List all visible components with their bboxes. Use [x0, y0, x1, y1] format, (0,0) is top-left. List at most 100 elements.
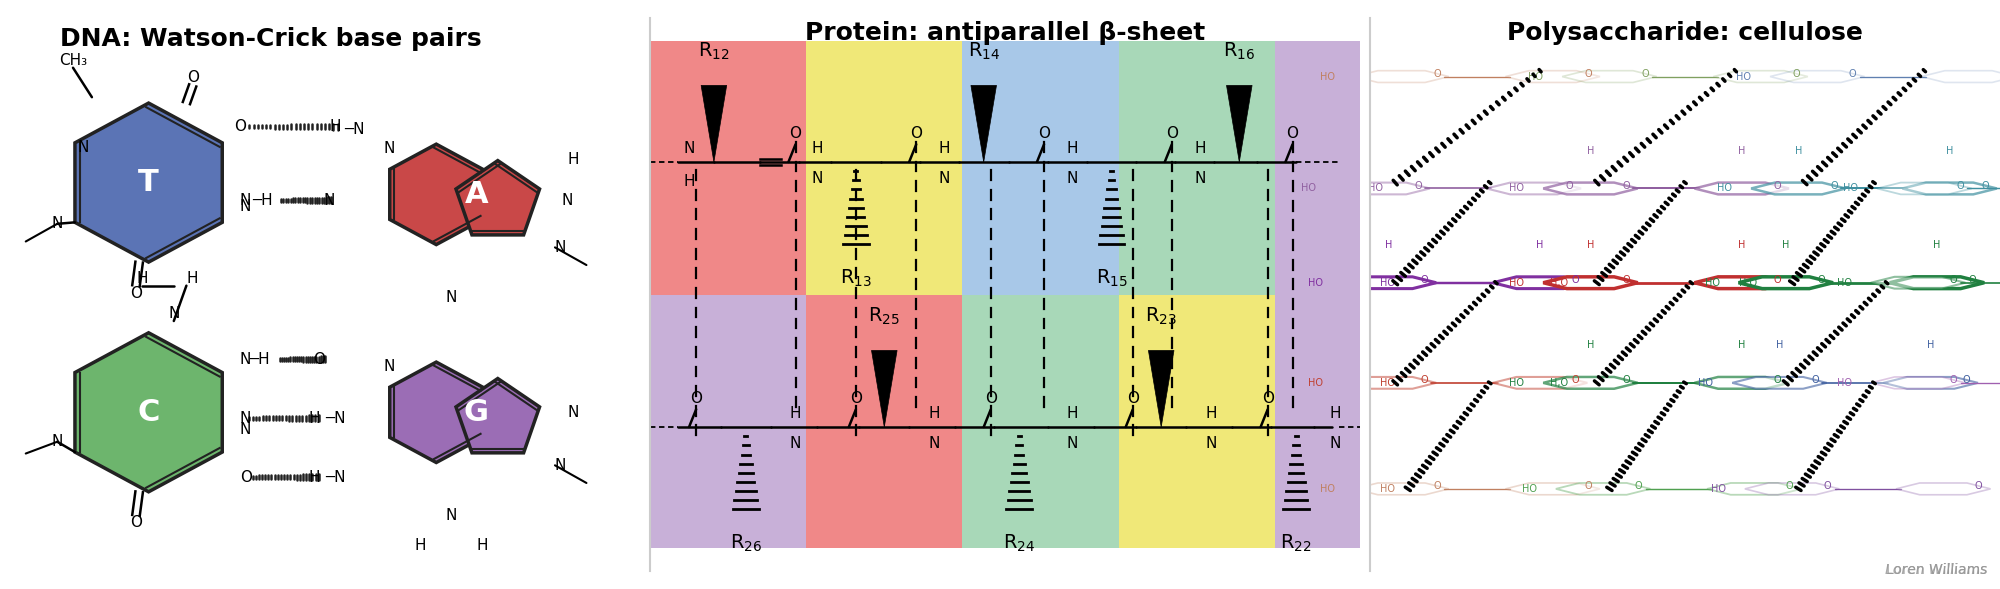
Text: HO: HO	[1302, 184, 1316, 193]
Bar	[650, 294, 806, 548]
Text: O: O	[240, 469, 252, 485]
Text: HO: HO	[1380, 278, 1396, 287]
Text: DNA: Watson-Crick base pairs: DNA: Watson-Crick base pairs	[60, 27, 482, 51]
Text: HO: HO	[1380, 378, 1396, 388]
Text: HO: HO	[1320, 484, 1336, 494]
Polygon shape	[1752, 183, 1846, 194]
Text: H: H	[1928, 340, 1934, 350]
Text: O: O	[1434, 481, 1440, 491]
Text: O: O	[1420, 275, 1428, 284]
Text: O: O	[1974, 481, 1982, 491]
Text: N: N	[52, 434, 62, 449]
Text: R$_{24}$: R$_{24}$	[1004, 533, 1036, 554]
Text: N: N	[240, 422, 252, 438]
Text: N: N	[684, 141, 694, 156]
Text: H: H	[1776, 340, 1784, 350]
Polygon shape	[1770, 71, 1864, 82]
Text: H: H	[414, 538, 426, 552]
Text: O: O	[1786, 481, 1794, 491]
Text: R$_{12}$: R$_{12}$	[698, 41, 730, 62]
Text: R$_{23}$: R$_{23}$	[1146, 306, 1178, 327]
Text: N: N	[1330, 436, 1340, 451]
Polygon shape	[1226, 85, 1252, 162]
Text: H: H	[1066, 141, 1078, 156]
Polygon shape	[1878, 183, 1972, 194]
Text: N: N	[1194, 171, 1206, 186]
Text: H: H	[812, 141, 822, 156]
Text: HO: HO	[1710, 484, 1726, 494]
Text: HO: HO	[1320, 72, 1336, 81]
Polygon shape	[456, 161, 540, 235]
Text: O: O	[1572, 375, 1580, 385]
Text: HO: HO	[1380, 484, 1396, 494]
Text: R$_{15}$: R$_{15}$	[1096, 268, 1128, 289]
Polygon shape	[1354, 71, 1448, 82]
Text: HO: HO	[1368, 184, 1382, 193]
Text: N: N	[78, 140, 88, 155]
Text: Protein: antiparallel β-sheet: Protein: antiparallel β-sheet	[804, 21, 1206, 45]
Text: O: O	[1792, 69, 1800, 78]
Text: O: O	[1622, 275, 1630, 284]
Text: H: H	[1206, 406, 1216, 421]
Text: O: O	[1622, 375, 1630, 385]
Text: H: H	[330, 119, 340, 134]
Text: HO: HO	[1308, 378, 1322, 388]
Text: N: N	[554, 240, 566, 255]
Text: O: O	[1414, 181, 1422, 190]
Text: Polysaccharide: cellulose: Polysaccharide: cellulose	[1508, 21, 1862, 45]
Text: O: O	[130, 286, 142, 300]
Bar	[962, 41, 1118, 294]
Text: HO: HO	[1510, 184, 1524, 193]
Text: H: H	[790, 406, 802, 421]
Polygon shape	[1870, 377, 1966, 389]
Polygon shape	[1486, 183, 1582, 194]
Text: C: C	[138, 398, 160, 427]
Text: O: O	[1262, 392, 1274, 406]
Text: H: H	[1386, 240, 1392, 250]
Text: N: N	[928, 436, 940, 451]
Text: N: N	[1066, 436, 1078, 451]
Text: O: O	[1824, 481, 1832, 491]
Polygon shape	[702, 85, 726, 162]
Text: O: O	[910, 127, 922, 141]
Text: O: O	[1420, 375, 1428, 385]
Polygon shape	[872, 350, 898, 427]
Bar	[1274, 41, 1360, 294]
Text: N: N	[240, 411, 252, 426]
Text: H: H	[1586, 146, 1594, 156]
Text: HO: HO	[1528, 72, 1544, 81]
Polygon shape	[970, 85, 996, 162]
Text: R$_{16}$: R$_{16}$	[1224, 41, 1256, 62]
Text: N: N	[562, 193, 572, 208]
Text: H: H	[938, 141, 950, 156]
Text: Loren Williams: Loren Williams	[1886, 563, 1988, 577]
Bar	[1118, 294, 1274, 548]
Text: O: O	[790, 127, 802, 141]
Polygon shape	[1694, 183, 1788, 194]
Polygon shape	[390, 144, 482, 244]
Polygon shape	[1738, 277, 1834, 289]
Text: O: O	[312, 352, 324, 367]
Text: H: H	[1536, 240, 1544, 250]
Text: H: H	[136, 271, 148, 286]
Text: N: N	[324, 193, 334, 208]
Text: N: N	[938, 171, 950, 186]
Polygon shape	[1890, 277, 1984, 289]
Text: O: O	[1830, 181, 1838, 190]
Text: Loren Williams: Loren Williams	[1886, 563, 1988, 577]
Bar	[650, 41, 806, 294]
Text: N: N	[240, 193, 252, 208]
Polygon shape	[1714, 71, 1808, 82]
Text: O: O	[1166, 127, 1178, 141]
Polygon shape	[1902, 183, 1996, 194]
Text: N: N	[568, 405, 578, 420]
Text: O: O	[1956, 181, 1964, 190]
Text: O: O	[690, 392, 702, 406]
Text: O: O	[1572, 275, 1580, 284]
Polygon shape	[1708, 483, 1802, 495]
Polygon shape	[1884, 377, 1978, 389]
Polygon shape	[1354, 483, 1448, 495]
Text: HO: HO	[1704, 278, 1720, 287]
Text: O: O	[1968, 275, 1976, 284]
Text: N: N	[446, 508, 456, 523]
